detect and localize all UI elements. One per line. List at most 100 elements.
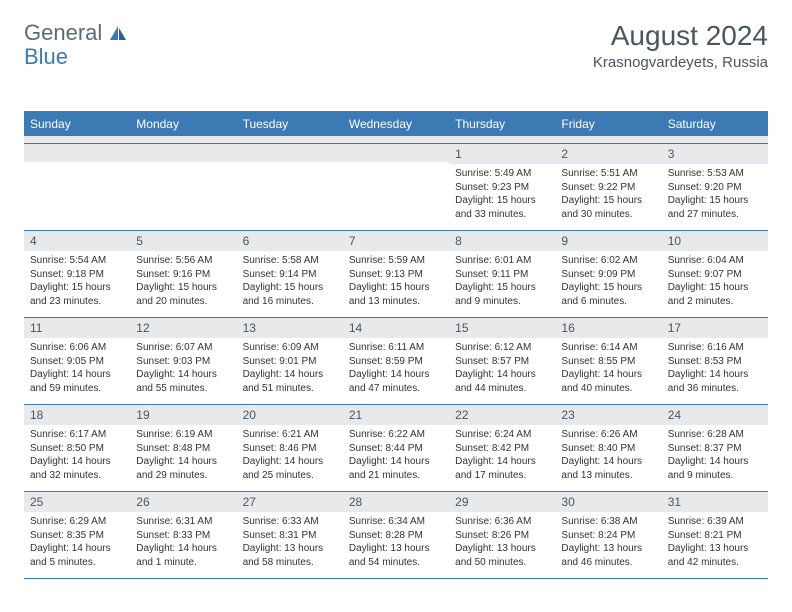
daylight-text: Daylight: 15 hours and 2 minutes. xyxy=(668,281,762,308)
sunset-text: Sunset: 8:46 PM xyxy=(243,442,337,456)
day-body: Sunrise: 6:14 AMSunset: 8:55 PMDaylight:… xyxy=(555,338,661,399)
week-row: 18Sunrise: 6:17 AMSunset: 8:50 PMDayligh… xyxy=(24,405,768,492)
sunset-text: Sunset: 8:35 PM xyxy=(30,529,124,543)
daylight-text: Daylight: 14 hours and 55 minutes. xyxy=(136,368,230,395)
day-cell: 4Sunrise: 5:54 AMSunset: 9:18 PMDaylight… xyxy=(24,231,130,317)
sunset-text: Sunset: 8:59 PM xyxy=(349,355,443,369)
sunrise-text: Sunrise: 5:54 AM xyxy=(30,254,124,268)
day-cell: 10Sunrise: 6:04 AMSunset: 9:07 PMDayligh… xyxy=(662,231,768,317)
week-row: 11Sunrise: 6:06 AMSunset: 9:05 PMDayligh… xyxy=(24,318,768,405)
sunrise-text: Sunrise: 6:21 AM xyxy=(243,428,337,442)
day-number xyxy=(24,144,130,162)
day-number: 15 xyxy=(449,318,555,338)
day-cell: 6Sunrise: 5:58 AMSunset: 9:14 PMDaylight… xyxy=(237,231,343,317)
daylight-text: Daylight: 13 hours and 42 minutes. xyxy=(668,542,762,569)
daylight-text: Daylight: 14 hours and 1 minute. xyxy=(136,542,230,569)
daylight-text: Daylight: 15 hours and 6 minutes. xyxy=(561,281,655,308)
sunset-text: Sunset: 9:13 PM xyxy=(349,268,443,282)
sunset-text: Sunset: 9:07 PM xyxy=(668,268,762,282)
daylight-text: Daylight: 15 hours and 27 minutes. xyxy=(668,194,762,221)
day-number: 21 xyxy=(343,405,449,425)
day-number: 26 xyxy=(130,492,236,512)
day-number: 30 xyxy=(555,492,661,512)
day-body: Sunrise: 6:02 AMSunset: 9:09 PMDaylight:… xyxy=(555,251,661,312)
sunset-text: Sunset: 8:48 PM xyxy=(136,442,230,456)
day-cell: 11Sunrise: 6:06 AMSunset: 9:05 PMDayligh… xyxy=(24,318,130,404)
sunrise-text: Sunrise: 6:04 AM xyxy=(668,254,762,268)
day-number: 8 xyxy=(449,231,555,251)
header: General August 2024 Krasnogvardeyets, Ru… xyxy=(24,20,768,71)
sunset-text: Sunset: 9:09 PM xyxy=(561,268,655,282)
sunset-text: Sunset: 8:57 PM xyxy=(455,355,549,369)
daylight-text: Daylight: 14 hours and 25 minutes. xyxy=(243,455,337,482)
day-cell: 16Sunrise: 6:14 AMSunset: 8:55 PMDayligh… xyxy=(555,318,661,404)
daylight-text: Daylight: 13 hours and 46 minutes. xyxy=(561,542,655,569)
day-number xyxy=(130,144,236,162)
day-body: Sunrise: 6:38 AMSunset: 8:24 PMDaylight:… xyxy=(555,512,661,573)
day-body: Sunrise: 6:17 AMSunset: 8:50 PMDaylight:… xyxy=(24,425,130,486)
day-number: 9 xyxy=(555,231,661,251)
day-body: Sunrise: 6:39 AMSunset: 8:21 PMDaylight:… xyxy=(662,512,768,573)
weeks-container: 1Sunrise: 5:49 AMSunset: 9:23 PMDaylight… xyxy=(24,144,768,579)
day-body: Sunrise: 6:11 AMSunset: 8:59 PMDaylight:… xyxy=(343,338,449,399)
day-body: Sunrise: 5:59 AMSunset: 9:13 PMDaylight:… xyxy=(343,251,449,312)
week-row: 25Sunrise: 6:29 AMSunset: 8:35 PMDayligh… xyxy=(24,492,768,579)
sunset-text: Sunset: 8:21 PM xyxy=(668,529,762,543)
sunrise-text: Sunrise: 6:02 AM xyxy=(561,254,655,268)
day-cell: 29Sunrise: 6:36 AMSunset: 8:26 PMDayligh… xyxy=(449,492,555,578)
day-cell: 27Sunrise: 6:33 AMSunset: 8:31 PMDayligh… xyxy=(237,492,343,578)
day-body: Sunrise: 6:19 AMSunset: 8:48 PMDaylight:… xyxy=(130,425,236,486)
day-number: 31 xyxy=(662,492,768,512)
daylight-text: Daylight: 14 hours and 51 minutes. xyxy=(243,368,337,395)
sunrise-text: Sunrise: 6:38 AM xyxy=(561,515,655,529)
day-cell: 28Sunrise: 6:34 AMSunset: 8:28 PMDayligh… xyxy=(343,492,449,578)
day-number: 13 xyxy=(237,318,343,338)
day-number: 27 xyxy=(237,492,343,512)
sunrise-text: Sunrise: 6:36 AM xyxy=(455,515,549,529)
sunrise-text: Sunrise: 6:12 AM xyxy=(455,341,549,355)
sunrise-text: Sunrise: 6:22 AM xyxy=(349,428,443,442)
day-number: 3 xyxy=(662,144,768,164)
sunrise-text: Sunrise: 6:01 AM xyxy=(455,254,549,268)
daylight-text: Daylight: 14 hours and 40 minutes. xyxy=(561,368,655,395)
day-number: 7 xyxy=(343,231,449,251)
day-body: Sunrise: 6:01 AMSunset: 9:11 PMDaylight:… xyxy=(449,251,555,312)
sunset-text: Sunset: 8:33 PM xyxy=(136,529,230,543)
daylight-text: Daylight: 14 hours and 47 minutes. xyxy=(349,368,443,395)
day-header-tue: Tuesday xyxy=(237,112,343,136)
sunrise-text: Sunrise: 5:53 AM xyxy=(668,167,762,181)
day-body xyxy=(237,162,343,224)
daylight-text: Daylight: 14 hours and 44 minutes. xyxy=(455,368,549,395)
sunset-text: Sunset: 8:28 PM xyxy=(349,529,443,543)
title-block: August 2024 Krasnogvardeyets, Russia xyxy=(593,20,768,71)
sunset-text: Sunset: 9:18 PM xyxy=(30,268,124,282)
daylight-text: Daylight: 14 hours and 17 minutes. xyxy=(455,455,549,482)
sunset-text: Sunset: 8:37 PM xyxy=(668,442,762,456)
logo-word-2: Blue xyxy=(24,44,68,70)
daylight-text: Daylight: 13 hours and 50 minutes. xyxy=(455,542,549,569)
day-number: 18 xyxy=(24,405,130,425)
day-body xyxy=(24,162,130,224)
day-header-fri: Friday xyxy=(555,112,661,136)
day-body: Sunrise: 6:16 AMSunset: 8:53 PMDaylight:… xyxy=(662,338,768,399)
week-row: 1Sunrise: 5:49 AMSunset: 9:23 PMDaylight… xyxy=(24,144,768,231)
day-body: Sunrise: 5:49 AMSunset: 9:23 PMDaylight:… xyxy=(449,164,555,225)
sunrise-text: Sunrise: 6:39 AM xyxy=(668,515,762,529)
sunset-text: Sunset: 8:31 PM xyxy=(243,529,337,543)
sunset-text: Sunset: 9:22 PM xyxy=(561,181,655,195)
sunrise-text: Sunrise: 5:59 AM xyxy=(349,254,443,268)
sunrise-text: Sunrise: 6:07 AM xyxy=(136,341,230,355)
sunset-text: Sunset: 8:50 PM xyxy=(30,442,124,456)
sunrise-text: Sunrise: 6:28 AM xyxy=(668,428,762,442)
day-body xyxy=(343,162,449,224)
day-cell: 9Sunrise: 6:02 AMSunset: 9:09 PMDaylight… xyxy=(555,231,661,317)
sunset-text: Sunset: 9:05 PM xyxy=(30,355,124,369)
day-header-mon: Monday xyxy=(130,112,236,136)
sunrise-text: Sunrise: 6:33 AM xyxy=(243,515,337,529)
day-header-sat: Saturday xyxy=(662,112,768,136)
day-header-thu: Thursday xyxy=(449,112,555,136)
day-number: 23 xyxy=(555,405,661,425)
daylight-text: Daylight: 14 hours and 59 minutes. xyxy=(30,368,124,395)
day-number: 12 xyxy=(130,318,236,338)
sunset-text: Sunset: 8:44 PM xyxy=(349,442,443,456)
